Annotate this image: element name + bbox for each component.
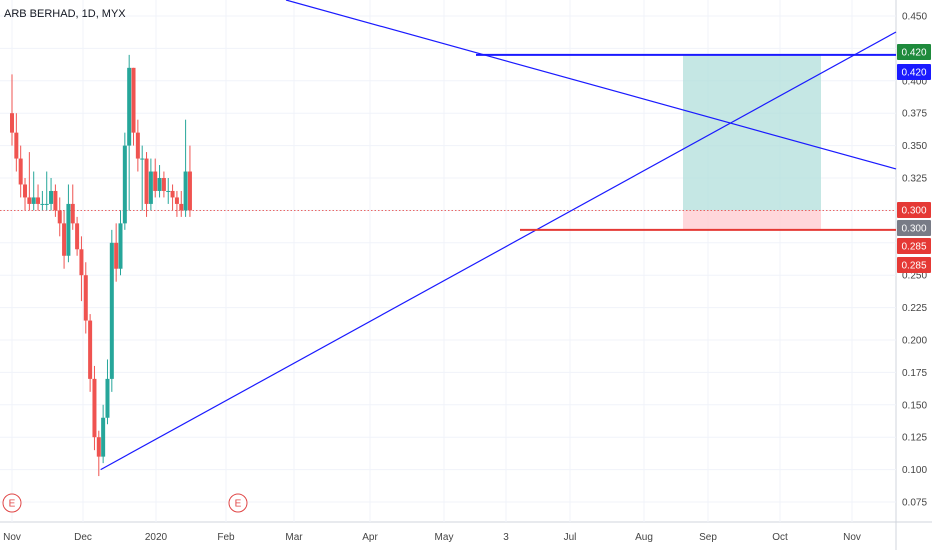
candle-body[interactable] [57, 210, 62, 224]
candle-body[interactable] [62, 223, 67, 256]
price-tag-label: 0.300 [901, 206, 926, 217]
candle-body[interactable] [14, 132, 19, 159]
candle-body[interactable] [49, 190, 54, 204]
candle-body[interactable] [44, 203, 49, 205]
candle-body[interactable] [179, 203, 184, 211]
candle-body[interactable] [83, 275, 88, 321]
price-tag [897, 257, 931, 273]
price-tag [897, 64, 931, 80]
y-tick-label: 0.350 [902, 141, 927, 152]
y-tick-label: 0.150 [902, 400, 927, 411]
x-tick-label: Sep [699, 532, 717, 543]
price-tag [897, 44, 931, 60]
candle-body[interactable] [127, 67, 132, 146]
candle-body[interactable] [109, 242, 114, 379]
candle-body[interactable] [40, 203, 45, 205]
y-tick-label: 0.125 [902, 433, 927, 444]
candle-body[interactable] [157, 178, 162, 191]
price-tag [897, 238, 931, 254]
support-trendline[interactable] [100, 31, 897, 471]
x-tick-label: Jul [564, 532, 577, 543]
earnings-marker-icon[interactable] [2, 493, 22, 513]
candle-body[interactable] [66, 203, 71, 256]
earnings-marker-label: E [9, 499, 16, 510]
candle-body[interactable] [122, 145, 127, 224]
candle-body[interactable] [161, 178, 166, 191]
symbol-header: ARB BERHAD, 1D, MYX [4, 8, 126, 20]
candle-body[interactable] [183, 171, 188, 211]
stop-zone[interactable] [683, 210, 821, 230]
candle-body[interactable] [92, 378, 97, 438]
price-tag-label: 0.285 [901, 242, 926, 253]
candle-body[interactable] [79, 249, 84, 276]
candle-body[interactable] [10, 113, 14, 133]
y-tick-label: 0.075 [902, 498, 927, 509]
resistance-trendline[interactable] [285, 0, 897, 170]
y-tick-label: 0.225 [902, 303, 927, 314]
price-tag-label: 0.420 [901, 48, 926, 59]
price-tag-label: 0.420 [901, 68, 926, 79]
x-tick-label: Nov [843, 532, 861, 543]
candle-body[interactable] [88, 320, 93, 379]
x-tick-label: 2020 [145, 532, 168, 543]
candle-body[interactable] [36, 197, 41, 204]
candle-body[interactable] [96, 437, 101, 457]
y-tick-label: 0.175 [902, 368, 927, 379]
candle-body[interactable] [31, 197, 36, 204]
y-tick-label: 0.200 [902, 336, 927, 347]
candle-body[interactable] [53, 190, 58, 211]
price-tag-label: 0.300 [901, 224, 926, 235]
candle-body[interactable] [187, 171, 192, 211]
x-tick-label: Dec [74, 532, 92, 543]
candle-body[interactable] [140, 158, 145, 160]
candle-body[interactable] [131, 67, 136, 133]
candle-body[interactable] [148, 171, 153, 204]
price-tag [897, 220, 931, 236]
x-tick-label: Apr [362, 532, 378, 543]
candle-body[interactable] [101, 417, 106, 457]
candle-body[interactable] [118, 223, 123, 269]
price-tag-label: 0.285 [901, 261, 926, 272]
earnings-marker-label: E [235, 499, 242, 510]
x-tick-label: May [435, 532, 454, 543]
candle-body[interactable] [18, 158, 23, 185]
y-tick-label: 0.250 [902, 271, 927, 282]
candle-body[interactable] [174, 197, 179, 204]
target-zone[interactable] [683, 54, 821, 211]
x-tick-label: Aug [635, 532, 653, 543]
y-tick-label: 0.375 [902, 109, 927, 120]
candle-body[interactable] [75, 223, 80, 250]
y-tick-label: 0.325 [902, 174, 927, 185]
x-tick-label: Oct [772, 532, 788, 543]
x-tick-label: 3 [503, 532, 509, 543]
price-tag [897, 202, 931, 218]
candle-body[interactable] [135, 132, 140, 159]
y-tick-label: 0.450 [902, 12, 927, 23]
candle-body[interactable] [27, 197, 32, 204]
candle-body[interactable] [144, 158, 149, 204]
candle-body[interactable] [23, 184, 28, 198]
earnings-marker-icon[interactable] [228, 493, 248, 513]
candle-body[interactable] [70, 203, 75, 224]
candle-body[interactable] [166, 190, 171, 192]
x-tick-label: Nov [3, 532, 21, 543]
x-tick-label: Feb [217, 532, 235, 543]
candle-body[interactable] [153, 171, 158, 191]
y-tick-label: 0.400 [902, 76, 927, 87]
y-tick-label: 0.100 [902, 465, 927, 476]
candle-body[interactable] [170, 190, 175, 198]
candle-body[interactable] [105, 378, 110, 418]
candle-body[interactable] [114, 242, 119, 269]
x-tick-label: Mar [285, 532, 303, 543]
